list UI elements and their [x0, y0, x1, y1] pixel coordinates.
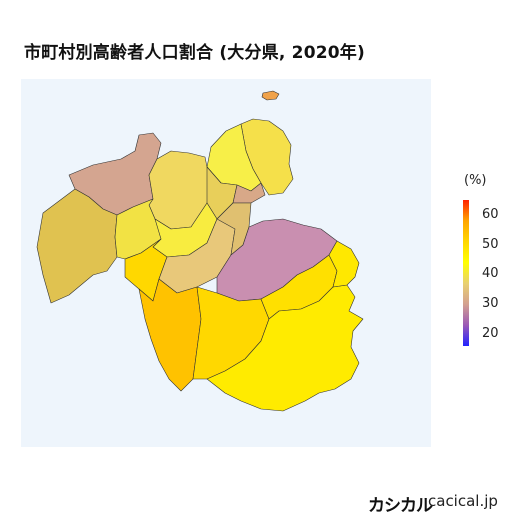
site-url: cacical.jp	[428, 492, 498, 510]
legend-tick-50: 50	[482, 237, 499, 252]
region-r19	[328, 240, 360, 288]
brand-logo: カシカル	[368, 496, 433, 516]
legend-tick-60: 60	[482, 207, 499, 222]
map-title: 市町村別高齢者人口割合 (大分県, 2020年)	[24, 43, 365, 63]
legend-unit: (%)	[464, 173, 487, 188]
legend-colorbar	[463, 200, 469, 346]
region-r07	[36, 188, 118, 304]
legend-tick-30: 30	[482, 296, 499, 311]
legend-tick-20: 20	[482, 326, 499, 341]
legend-tick-40: 40	[482, 266, 499, 281]
region-r01	[261, 90, 280, 101]
choropleth-map	[21, 79, 431, 447]
